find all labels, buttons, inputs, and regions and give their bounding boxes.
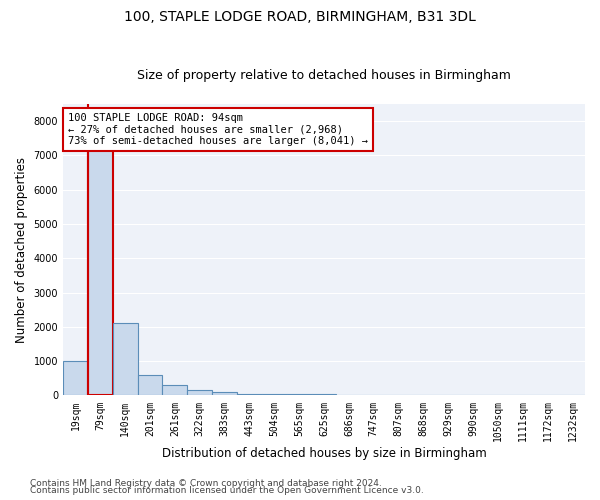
Bar <box>163 385 187 396</box>
Bar <box>262 394 287 396</box>
Text: 100 STAPLE LODGE ROAD: 94sqm
← 27% of detached houses are smaller (2,968)
73% of: 100 STAPLE LODGE ROAD: 94sqm ← 27% of de… <box>68 112 368 146</box>
Bar <box>311 394 337 396</box>
Bar <box>137 375 163 396</box>
Text: Contains public sector information licensed under the Open Government Licence v3: Contains public sector information licen… <box>30 486 424 495</box>
Y-axis label: Number of detached properties: Number of detached properties <box>15 156 28 342</box>
Bar <box>287 394 311 396</box>
Bar <box>113 324 137 396</box>
Title: Size of property relative to detached houses in Birmingham: Size of property relative to detached ho… <box>137 69 511 82</box>
Bar <box>187 390 212 396</box>
Bar <box>237 394 262 396</box>
Bar <box>63 361 88 396</box>
Bar <box>88 135 113 396</box>
Text: 100, STAPLE LODGE ROAD, BIRMINGHAM, B31 3DL: 100, STAPLE LODGE ROAD, BIRMINGHAM, B31 … <box>124 10 476 24</box>
Bar <box>212 392 237 396</box>
Text: Contains HM Land Registry data © Crown copyright and database right 2024.: Contains HM Land Registry data © Crown c… <box>30 478 382 488</box>
X-axis label: Distribution of detached houses by size in Birmingham: Distribution of detached houses by size … <box>161 447 487 460</box>
